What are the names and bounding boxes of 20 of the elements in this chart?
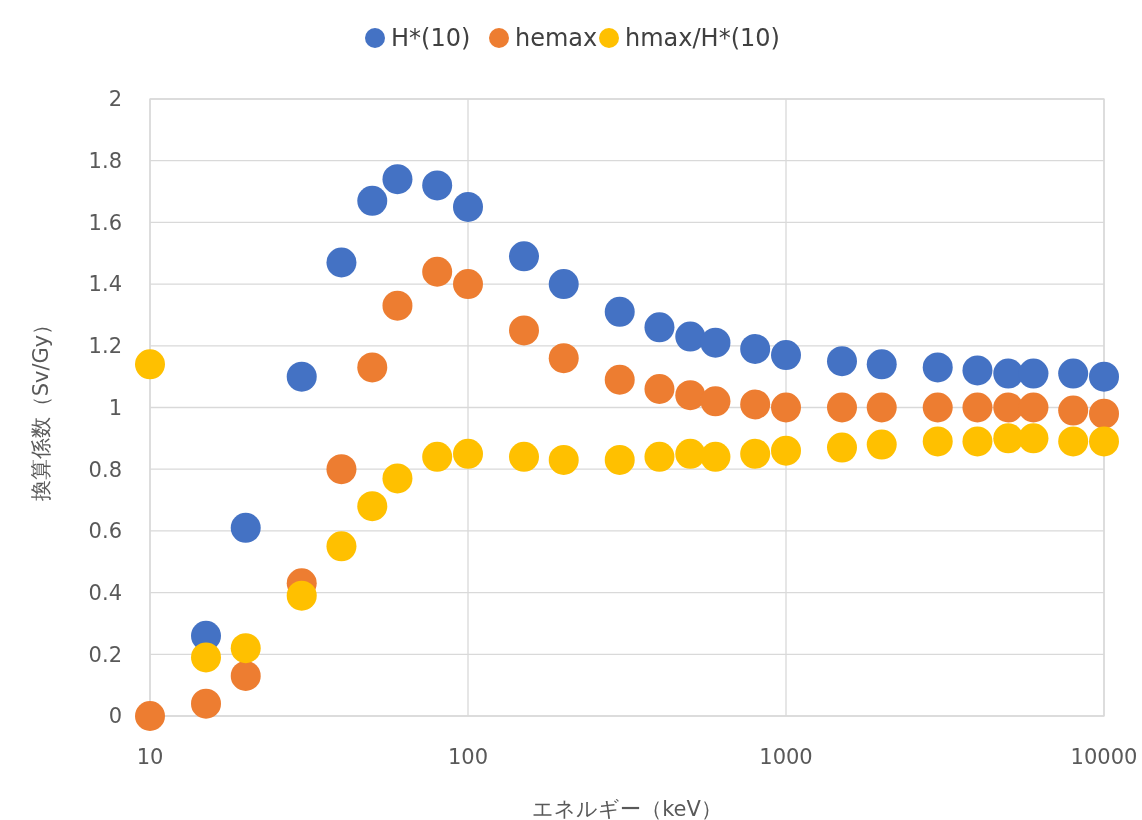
y-axis-title: 換算係数（Sv/Gy） (29, 313, 53, 502)
x-axis-title: エネルギー（keV） (532, 797, 722, 820)
x-tick-label: 10 (136, 745, 164, 769)
y-tick-label: 0.6 (88, 519, 122, 544)
y-tick-label: 1.4 (88, 272, 122, 297)
legend-label: hmax/H*(10) (625, 24, 780, 53)
y-tick-label: 0.2 (88, 642, 122, 667)
y-tick-label: 1.8 (88, 149, 122, 174)
x-tick-label: 10000 (1070, 745, 1138, 769)
y-tick-label: 0 (108, 704, 122, 729)
x-tick-label: 100 (447, 745, 489, 769)
y-tick-label: 1.2 (88, 334, 122, 359)
legend-label: H*(10) (391, 24, 471, 53)
x-tick-label: 1000 (759, 745, 813, 769)
y-tick-label: 1.6 (88, 210, 122, 235)
legend-label: hemax (515, 24, 598, 53)
y-tick-label: 0.8 (88, 457, 122, 482)
y-tick-label: 0.4 (88, 580, 122, 605)
y-tick-label: 1 (108, 395, 122, 420)
y-tick-label: 2 (108, 87, 122, 112)
